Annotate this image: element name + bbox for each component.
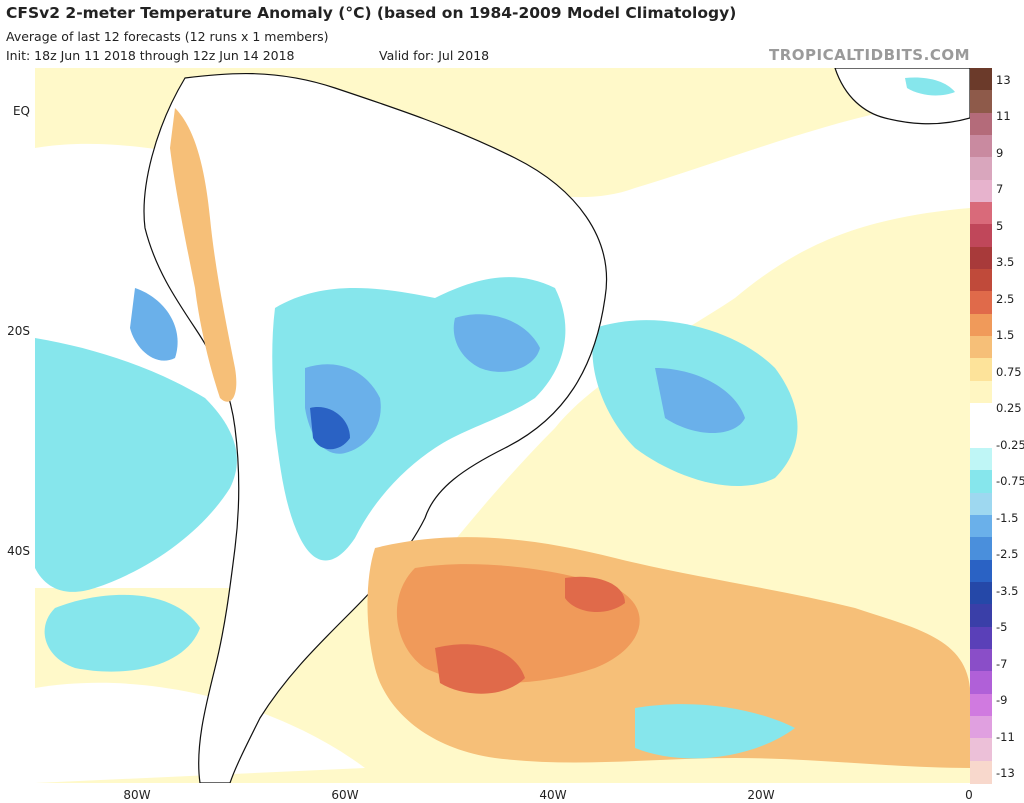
map-canvas bbox=[35, 68, 970, 783]
colorbar-label: -13 bbox=[996, 766, 1015, 780]
colorbar-segment bbox=[970, 358, 992, 382]
anomaly-map[interactable] bbox=[35, 68, 970, 783]
colorbar-segment bbox=[970, 581, 992, 605]
colorbar-segment bbox=[970, 68, 992, 91]
chart-subtitle: Average of last 12 forecasts (12 runs x … bbox=[6, 29, 329, 44]
colorbar-label: 5 bbox=[996, 218, 1004, 233]
colorbar-segment bbox=[970, 380, 992, 404]
colorbar-label: 11 bbox=[996, 109, 1011, 124]
lat-label-40s: 40S bbox=[7, 544, 30, 558]
colorbar-segment bbox=[970, 447, 992, 471]
colorbar-label: 13 bbox=[996, 73, 1011, 87]
africa-cool-anomaly bbox=[905, 77, 955, 96]
colorbar-segment bbox=[970, 514, 992, 538]
colorbar-label: -9 bbox=[996, 693, 1008, 708]
colorbar-label: 7 bbox=[996, 182, 1004, 197]
colorbar-segment bbox=[970, 224, 992, 248]
colorbar-segment bbox=[970, 537, 992, 561]
colorbar-label: 1.5 bbox=[996, 328, 1015, 343]
colorbar-segment bbox=[970, 403, 992, 426]
colorbar-segment bbox=[970, 648, 992, 672]
atlantic-cool-core bbox=[655, 368, 745, 433]
colorbar-segment bbox=[970, 202, 992, 225]
colorbar-segment bbox=[970, 246, 992, 270]
lon-label-80w: 80W bbox=[123, 788, 151, 802]
colorbar-label: -5 bbox=[996, 620, 1008, 635]
colorbar-segment bbox=[970, 90, 992, 114]
colorbar-label: -7 bbox=[996, 656, 1008, 671]
chart-title: CFSv2 2-meter Temperature Anomaly (°C) (… bbox=[6, 4, 737, 22]
colorbar-segment bbox=[970, 715, 992, 739]
colorbar-label: -11 bbox=[996, 729, 1015, 744]
colorbar-label: -3.5 bbox=[996, 583, 1019, 598]
paraguay-cold-core bbox=[310, 407, 350, 450]
colorbar-segment bbox=[970, 425, 992, 449]
colorbar-label: 0.75 bbox=[996, 364, 1022, 379]
colorbar-label: 9 bbox=[996, 145, 1004, 160]
warm-core-east bbox=[565, 576, 625, 613]
warm-core-west bbox=[435, 644, 525, 694]
south-atlantic-cool-patch bbox=[635, 704, 795, 759]
neutral-region-south bbox=[35, 682, 365, 783]
brazil-cool-core bbox=[453, 314, 540, 372]
colorbar-label: 0.25 bbox=[996, 401, 1022, 416]
colorbar-segment bbox=[970, 760, 992, 784]
lon-label-60w: 60W bbox=[331, 788, 359, 802]
pacific-cool-anomaly bbox=[35, 338, 237, 592]
colorbar-segment bbox=[970, 269, 992, 292]
init-time: Init: 18z Jun 11 2018 through 12z Jun 14… bbox=[6, 48, 295, 63]
colorbar-segment bbox=[970, 291, 992, 315]
colorbar-segment bbox=[970, 559, 992, 583]
colorbar-segment bbox=[970, 626, 992, 650]
colorbar-segment bbox=[970, 157, 992, 181]
pacific-cool-anomaly-south bbox=[44, 594, 200, 672]
colorbar-segment bbox=[970, 693, 992, 717]
lon-label-0: 0 bbox=[965, 788, 973, 802]
brand-logo[interactable]: TROPICALTIDBITS.COM bbox=[769, 46, 970, 64]
colorbar-label: 3.5 bbox=[996, 255, 1015, 270]
colorbar-segment bbox=[970, 604, 992, 628]
colorbar-label: -2.5 bbox=[996, 547, 1019, 562]
colorbar bbox=[970, 68, 992, 784]
colorbar-segment bbox=[970, 313, 992, 337]
lon-label-20w: 20W bbox=[747, 788, 775, 802]
colorbar-segment bbox=[970, 470, 992, 494]
lon-label-40w: 40W bbox=[539, 788, 567, 802]
valid-time: Valid for: Jul 2018 bbox=[379, 48, 490, 63]
pacific-cool-core bbox=[130, 288, 178, 361]
colorbar-segment bbox=[970, 135, 992, 158]
colorbar-segment bbox=[970, 112, 992, 136]
lat-label-20s: 20S bbox=[7, 324, 30, 338]
colorbar-segment bbox=[970, 492, 992, 516]
colorbar-label: -0.75 bbox=[996, 474, 1024, 489]
andes-warm-anomaly bbox=[170, 108, 237, 402]
colorbar-label: 2.5 bbox=[996, 291, 1015, 306]
colorbar-label: -0.25 bbox=[996, 437, 1024, 452]
lat-label-eq: EQ bbox=[12, 104, 30, 118]
colorbar-segment bbox=[970, 671, 992, 695]
colorbar-label: -1.5 bbox=[996, 510, 1019, 525]
colorbar-segment bbox=[970, 738, 992, 762]
colorbar-segment bbox=[970, 336, 992, 359]
colorbar-segment bbox=[970, 179, 992, 203]
